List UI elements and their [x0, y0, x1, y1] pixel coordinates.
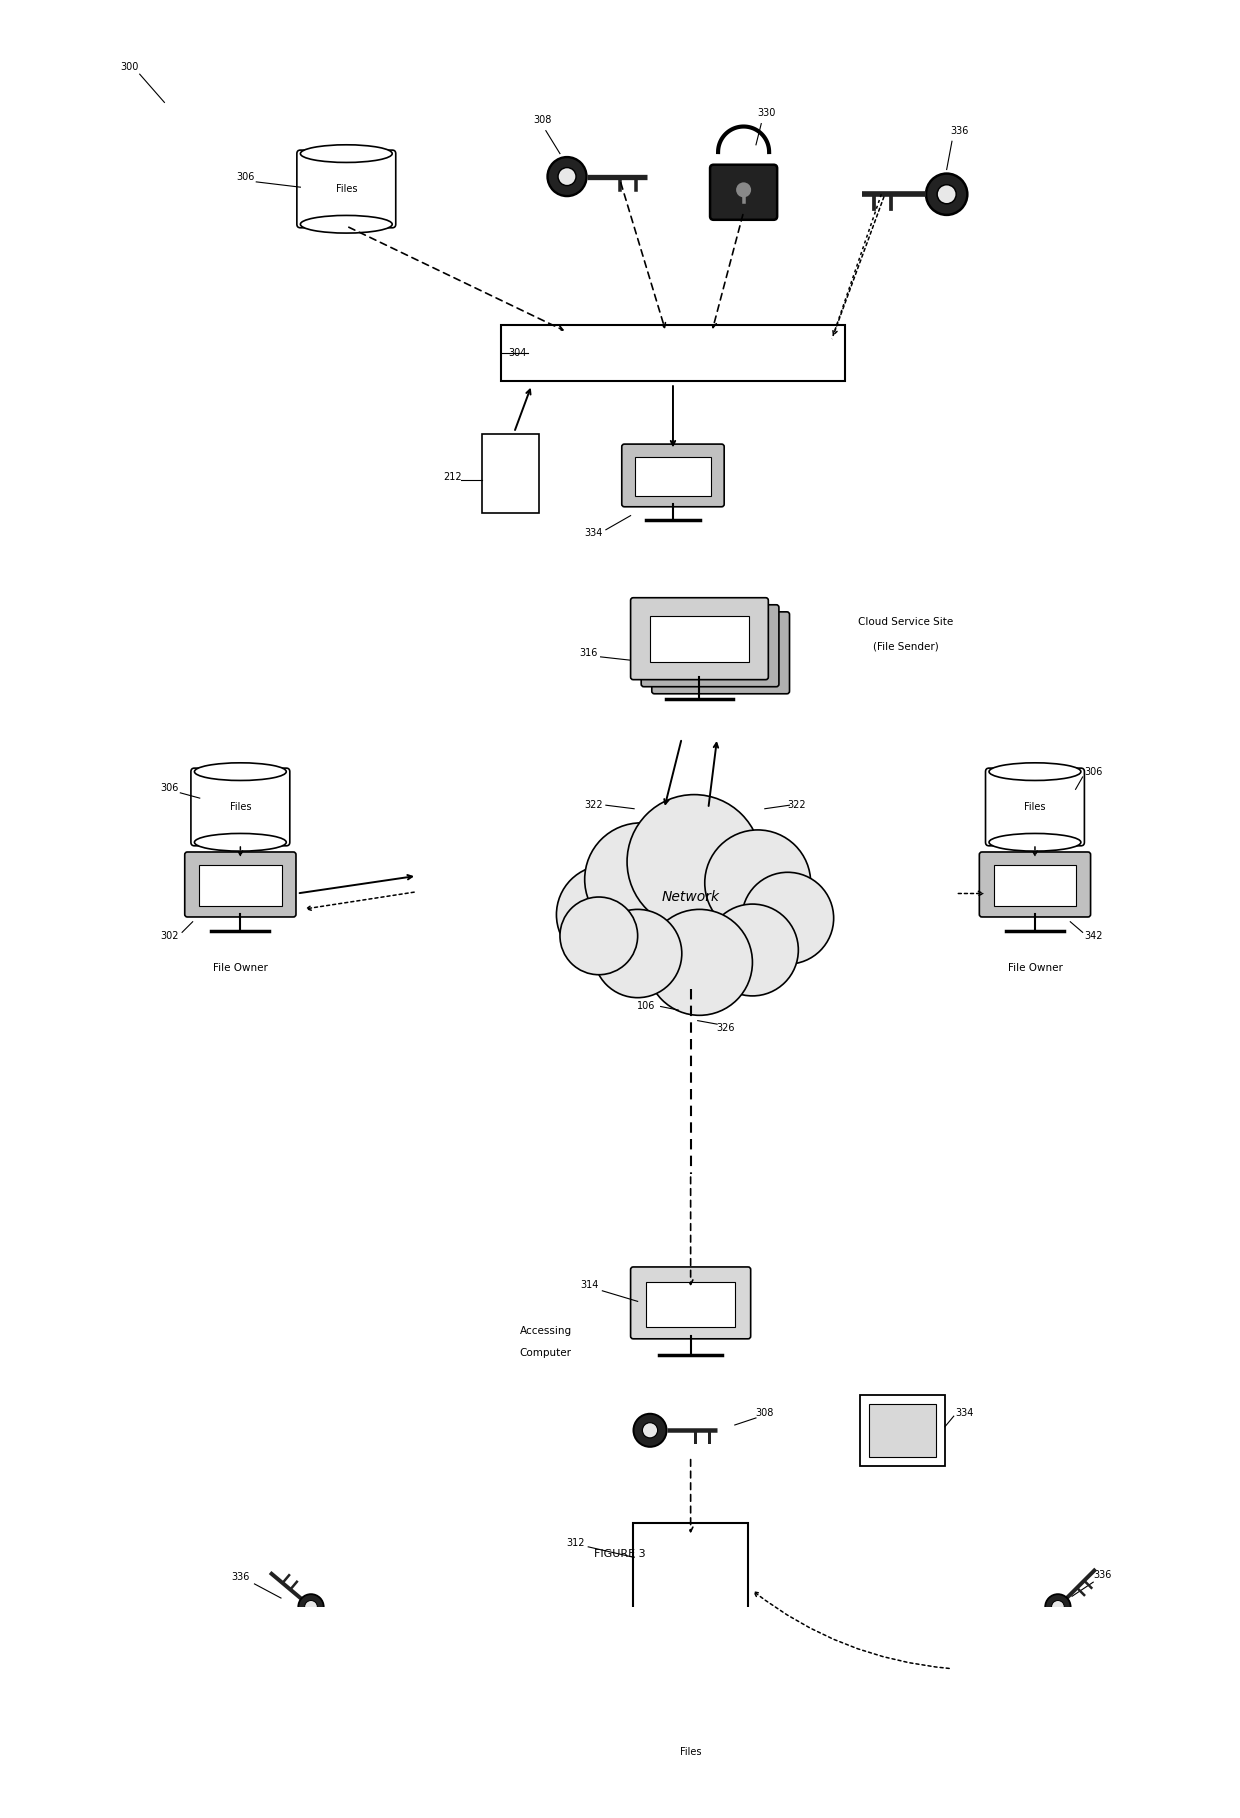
Ellipse shape — [195, 833, 286, 851]
FancyBboxPatch shape — [296, 151, 396, 227]
Text: Files: Files — [1024, 802, 1045, 813]
Bar — [993, 865, 1076, 905]
Ellipse shape — [300, 215, 392, 233]
Circle shape — [642, 1423, 657, 1438]
Text: 308: 308 — [533, 115, 552, 125]
Text: 336: 336 — [1092, 1571, 1111, 1580]
Bar — [285, 1656, 407, 1729]
Circle shape — [737, 182, 751, 198]
Text: 342: 342 — [1084, 931, 1102, 942]
Text: 306: 306 — [237, 171, 255, 182]
Text: 326: 326 — [717, 1024, 735, 1033]
FancyBboxPatch shape — [636, 1709, 745, 1794]
Circle shape — [373, 1771, 383, 1782]
Circle shape — [646, 909, 753, 1014]
Bar — [269, 1758, 424, 1794]
Bar — [965, 1633, 1099, 1793]
Ellipse shape — [990, 764, 1081, 780]
Text: 306: 306 — [1084, 767, 1102, 776]
Text: Computer: Computer — [520, 1347, 572, 1358]
Ellipse shape — [990, 833, 1081, 851]
Circle shape — [707, 904, 799, 996]
Ellipse shape — [640, 1703, 742, 1722]
Text: File Owner: File Owner — [213, 964, 268, 973]
Bar — [634, 1523, 748, 1620]
FancyBboxPatch shape — [945, 1611, 1118, 1814]
Circle shape — [1052, 1600, 1064, 1613]
Circle shape — [627, 794, 761, 929]
Text: 322: 322 — [787, 800, 806, 811]
Bar — [650, 616, 749, 662]
Circle shape — [624, 842, 758, 976]
Circle shape — [704, 831, 811, 936]
FancyBboxPatch shape — [980, 853, 1091, 916]
Text: 302: 302 — [160, 931, 179, 942]
Text: Files: Files — [229, 802, 252, 813]
Circle shape — [937, 185, 956, 204]
Circle shape — [309, 1771, 320, 1782]
Text: 316: 316 — [579, 649, 598, 658]
Text: 306: 306 — [160, 782, 179, 793]
Text: 336: 336 — [231, 1573, 249, 1582]
Text: 336: 336 — [950, 125, 968, 136]
Circle shape — [557, 865, 655, 964]
Text: File Owner: File Owner — [1008, 964, 1063, 973]
FancyBboxPatch shape — [711, 165, 777, 220]
Text: 322: 322 — [584, 800, 603, 811]
Circle shape — [299, 1594, 324, 1620]
FancyBboxPatch shape — [631, 1267, 750, 1338]
Text: 212: 212 — [443, 471, 461, 482]
Bar — [635, 456, 711, 496]
Circle shape — [548, 156, 587, 196]
Ellipse shape — [300, 145, 392, 162]
FancyBboxPatch shape — [191, 769, 290, 845]
Text: 308: 308 — [755, 1407, 774, 1418]
Bar — [501, 325, 846, 382]
Circle shape — [305, 1600, 317, 1613]
Text: Files: Files — [336, 184, 357, 195]
FancyBboxPatch shape — [986, 769, 1085, 845]
Text: Accessing: Accessing — [520, 1327, 572, 1336]
Bar — [269, 1631, 424, 1651]
Text: (File Sender): (File Sender) — [873, 642, 939, 651]
Text: Files: Files — [680, 1747, 702, 1756]
Bar — [200, 865, 281, 905]
FancyBboxPatch shape — [631, 598, 769, 680]
Circle shape — [926, 173, 967, 215]
Circle shape — [558, 167, 577, 185]
FancyBboxPatch shape — [641, 605, 779, 687]
Bar — [869, 1403, 936, 1456]
Circle shape — [594, 909, 682, 998]
Ellipse shape — [983, 1660, 1080, 1774]
Bar — [482, 433, 538, 513]
Circle shape — [585, 824, 698, 936]
FancyBboxPatch shape — [652, 613, 790, 694]
Text: Cloud Service Site: Cloud Service Site — [858, 616, 954, 627]
Ellipse shape — [640, 1782, 742, 1800]
Circle shape — [634, 1414, 667, 1447]
Circle shape — [560, 896, 637, 974]
Bar — [269, 1631, 424, 1794]
Text: 304: 304 — [508, 349, 527, 358]
Text: 312: 312 — [567, 1538, 585, 1549]
Text: 334: 334 — [955, 1407, 973, 1418]
FancyBboxPatch shape — [185, 853, 296, 916]
Ellipse shape — [195, 764, 286, 780]
Text: 330: 330 — [758, 107, 776, 118]
Text: 314: 314 — [580, 1280, 599, 1291]
Text: FIGURE 3: FIGURE 3 — [594, 1549, 646, 1558]
Circle shape — [742, 873, 833, 964]
Bar — [861, 1394, 945, 1465]
Bar — [646, 1282, 735, 1327]
Circle shape — [341, 1771, 352, 1782]
Text: 334: 334 — [584, 529, 603, 538]
Text: Network: Network — [662, 891, 719, 904]
Ellipse shape — [319, 1674, 373, 1711]
Circle shape — [1045, 1594, 1070, 1620]
Text: 106: 106 — [637, 1002, 656, 1011]
Text: 300: 300 — [120, 62, 139, 73]
FancyBboxPatch shape — [621, 444, 724, 507]
Ellipse shape — [1025, 1683, 1069, 1749]
